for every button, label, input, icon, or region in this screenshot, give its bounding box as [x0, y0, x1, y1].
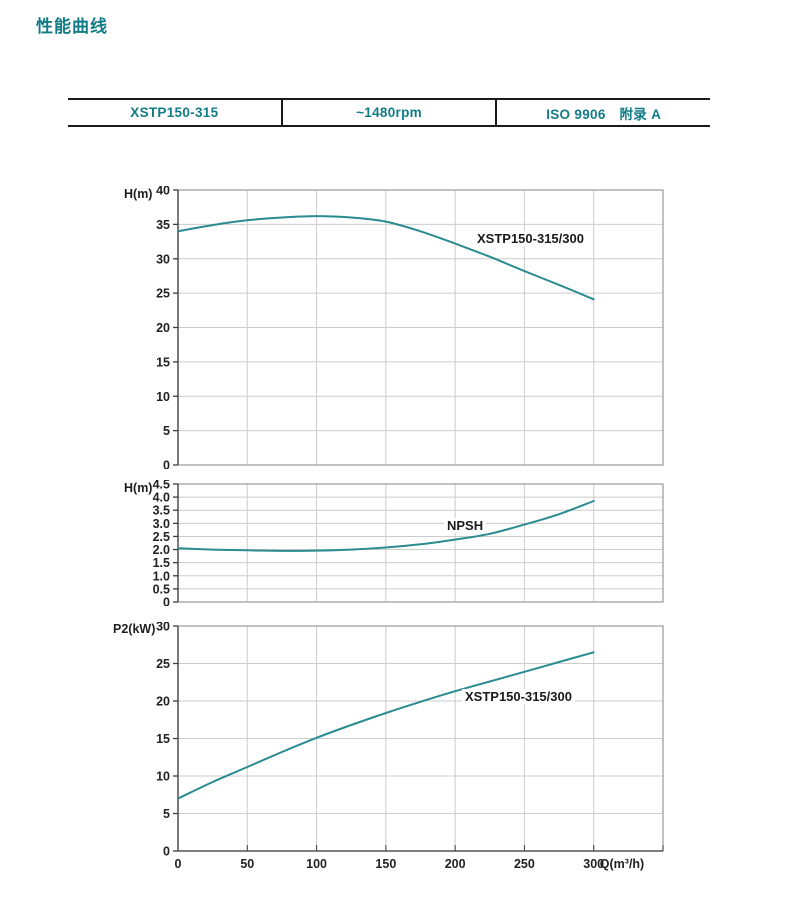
svg-text:0.5: 0.5	[153, 582, 170, 596]
svg-text:1.0: 1.0	[153, 569, 170, 583]
svg-text:10: 10	[156, 770, 170, 784]
svg-text:200: 200	[445, 857, 466, 871]
y-tick-labels: 0 5 10 15 20 25 30 35 40	[156, 186, 170, 469]
svg-text:25: 25	[156, 657, 170, 671]
svg-text:20: 20	[156, 321, 170, 335]
head-flow-chart: 0 5 10 15 20 25 30 35 40	[156, 186, 664, 469]
svg-text:25: 25	[156, 287, 170, 301]
spec-speed: ~1480rpm	[280, 100, 496, 125]
x-axis-unit-label: Q(m³/h)	[600, 857, 644, 871]
spec-table: XSTP150-315 ~1480rpm ISO 9906 附录 A	[68, 98, 710, 127]
power-chart-y-axis-label: P2(kW)	[113, 622, 156, 636]
grid-lines	[178, 626, 663, 851]
svg-text:3.0: 3.0	[153, 517, 170, 531]
svg-text:4.5: 4.5	[153, 480, 170, 492]
svg-text:0: 0	[163, 845, 170, 859]
spec-model: XSTP150-315	[130, 105, 219, 120]
y-tick-labels: 00.51.01.52.02.53.03.54.04.5	[153, 480, 170, 606]
svg-text:30: 30	[156, 252, 170, 266]
npsh-curve-label: NPSH	[444, 518, 487, 533]
svg-text:35: 35	[156, 218, 170, 232]
npsh-chart-y-axis-label: H(m)	[124, 481, 153, 495]
svg-text:0: 0	[163, 596, 170, 607]
svg-text:15: 15	[156, 732, 170, 746]
y-axis	[173, 483, 179, 603]
svg-text:250: 250	[514, 857, 535, 871]
svg-text:10: 10	[156, 390, 170, 404]
y-axis	[173, 189, 179, 466]
svg-text:4.0: 4.0	[153, 491, 170, 505]
svg-text:150: 150	[375, 857, 396, 871]
svg-text:15: 15	[156, 355, 170, 369]
svg-text:2.0: 2.0	[153, 543, 170, 557]
svg-text:1.5: 1.5	[153, 556, 170, 570]
x-axis	[178, 845, 664, 852]
svg-text:3.5: 3.5	[153, 504, 170, 518]
svg-text:300: 300	[583, 857, 604, 871]
head-chart-y-axis-label: H(m)	[124, 187, 153, 201]
svg-text:50: 50	[240, 857, 254, 871]
head-flow-curve-path	[177, 215, 595, 301]
spec-standard: ISO 9906 附录 A	[495, 100, 710, 125]
svg-text:0: 0	[163, 459, 170, 470]
page-title: 性能曲线	[36, 17, 108, 36]
svg-text:40: 40	[156, 186, 170, 198]
head-curve-label: XSTP150-315/300	[474, 231, 587, 246]
grid-lines	[178, 484, 663, 602]
svg-text:30: 30	[156, 622, 170, 634]
svg-text:0: 0	[175, 857, 182, 871]
svg-text:5: 5	[163, 807, 170, 821]
y-axis	[173, 625, 179, 852]
npsh-chart: 00.51.01.52.02.53.03.54.04.5	[153, 480, 664, 606]
power-curve-path	[177, 651, 595, 800]
svg-text:5: 5	[163, 424, 170, 438]
npsh-curve-path	[177, 500, 595, 552]
power-curve-label: XSTP150-315/300	[462, 689, 575, 704]
svg-text:2.5: 2.5	[153, 530, 170, 544]
svg-text:20: 20	[156, 695, 170, 709]
svg-text:100: 100	[306, 857, 327, 871]
y-tick-labels: 0 5 10 15 20 25 30	[156, 622, 170, 859]
